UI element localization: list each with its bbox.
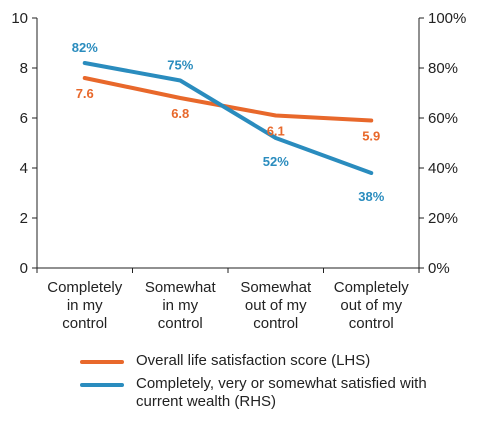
x-axis-category-label: Somewhat in my control: [145, 279, 217, 332]
chart-legend: Overall life satisfaction score (LHS) Co…: [80, 352, 470, 416]
left-axis-tick-label: 10: [11, 10, 28, 27]
wealth-satisfaction-data-label: 52%: [263, 154, 289, 169]
life-satisfaction-data-label: 6.8: [171, 106, 189, 121]
right-axis-tick-label: 40%: [428, 160, 458, 177]
x-axis-category-label: Completely out of my control: [334, 279, 410, 332]
right-axis-tick-label: 80%: [428, 60, 458, 77]
wealth-satisfaction-data-label: 75%: [167, 58, 193, 73]
left-axis-tick-label: 2: [20, 210, 28, 227]
life-satisfaction-line: [82, 76, 374, 123]
right-axis-tick-label: 100%: [428, 10, 466, 27]
life-satisfaction-data-label: 7.6: [76, 86, 94, 101]
wealth-satisfaction-data-label: 82%: [72, 40, 98, 55]
legend-label-life-satisfaction: Overall life satisfaction score (LHS): [136, 352, 371, 369]
left-axis-tick-label: 6: [20, 110, 28, 127]
right-axis-tick-label: 0%: [428, 260, 450, 277]
wealth-satisfaction-line: [82, 61, 374, 175]
right-axis-tick-label: 20%: [428, 210, 458, 227]
legend-item-life-satisfaction: Overall life satisfaction score (LHS): [80, 352, 470, 370]
right-axis-tick-label: 60%: [428, 110, 458, 127]
life-satisfaction-data-label: 5.9: [362, 129, 380, 144]
x-axis-category-label: Somewhat out of my control: [240, 279, 312, 332]
legend-swatch-orange: [80, 360, 124, 364]
left-axis-tick-label: 4: [20, 160, 28, 177]
left-axis-tick-label: 8: [20, 60, 28, 77]
legend-label-wealth-satisfaction: Completely, very or somewhat satisfied w…: [136, 375, 427, 410]
legend-item-wealth-satisfaction: Completely, very or somewhat satisfied w…: [80, 375, 470, 411]
x-axis-category-label: Completely in my control: [47, 279, 123, 332]
wealth-satisfaction-data-label: 38%: [358, 189, 384, 204]
left-axis-tick-label: 0: [20, 260, 28, 277]
life-satisfaction-data-label: 6.1: [267, 124, 285, 139]
legend-swatch-blue: [80, 383, 124, 387]
